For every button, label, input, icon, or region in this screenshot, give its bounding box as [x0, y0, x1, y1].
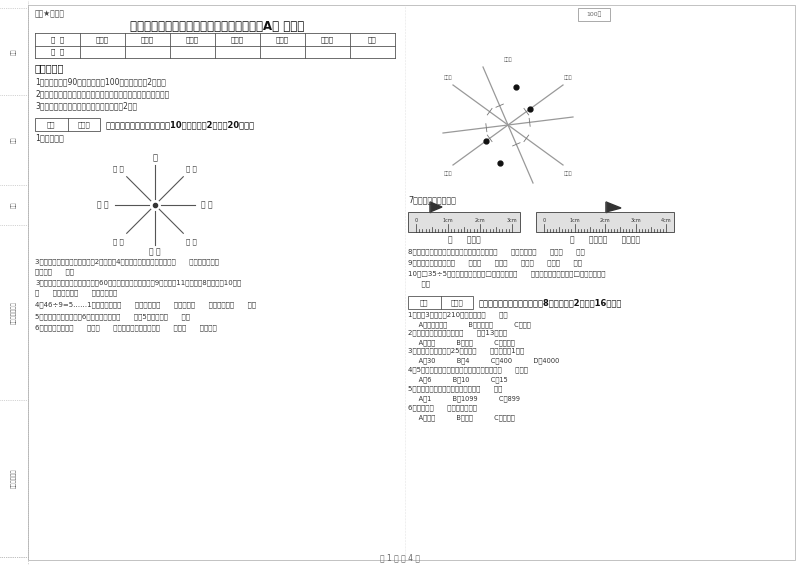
Text: （ ）: （ ）: [186, 166, 197, 172]
Text: 3．体育老师对第一小组同学进行60米跑测试，成绩如下小红9秒，小强11秒，小明8秒，小军10秒。: 3．体育老师对第一小组同学进行60米跑测试，成绩如下小红9秒，小强11秒，小明8…: [35, 280, 242, 286]
Text: 1cm: 1cm: [442, 219, 454, 224]
Text: 北: 北: [153, 154, 158, 163]
Text: 8、在进位加法中，不管哪一位上的数相加满（      ），都要向（      ）进（      ）。: 8、在进位加法中，不管哪一位上的数相加满（ ），都要向（ ）进（ ）。: [408, 249, 585, 255]
Text: 得分: 得分: [420, 299, 429, 306]
Text: 小朋友: 小朋友: [564, 171, 572, 176]
Text: 5．最小三位数和最大三位数的和是（      ）。: 5．最小三位数和最大三位数的和是（ ）。: [408, 386, 502, 392]
Text: 总数的（      ）。: 总数的（ ）。: [35, 269, 74, 275]
Text: A．30          B．4          C．400          D．4000: A．30 B．4 C．400 D．4000: [408, 358, 559, 364]
Text: 0: 0: [414, 219, 418, 224]
Text: 4．5名同学打乒乓球，每两人打一场，共要打（      ）场。: 4．5名同学打乒乓球，每两人打一场，共要打（ ）场。: [408, 367, 528, 373]
Text: 3cm: 3cm: [506, 219, 518, 224]
Text: 评卷人: 评卷人: [450, 299, 463, 306]
Bar: [578, 8, 610, 21]
Text: 应用题: 应用题: [321, 36, 334, 42]
Text: （ ）: （ ）: [114, 166, 124, 172]
Text: A．乘公共汽车          B．骑自行车          C．步行: A．乘公共汽车 B．骑自行车 C．步行: [408, 321, 530, 328]
Text: 得  分: 得 分: [51, 49, 64, 55]
Text: 2．请首先按要求在试卷的指定位置填写您的姓名、班级、学号。: 2．请首先按要求在试卷的指定位置填写您的姓名、班级、学号。: [35, 89, 170, 98]
Text: 0: 0: [542, 219, 546, 224]
Polygon shape: [430, 202, 442, 212]
Text: 1．考试时间：90分钟，满分为100分（含卷面分2分）。: 1．考试时间：90分钟，满分为100分（含卷面分2分）。: [35, 77, 166, 86]
Text: 计算题: 计算题: [231, 36, 244, 42]
Bar: [35, 118, 100, 131]
Text: 学校（盖章）: 学校（盖章）: [11, 469, 17, 488]
Text: （ ）: （ ）: [201, 201, 213, 210]
Bar: [536, 212, 674, 232]
Text: 4cm: 4cm: [661, 219, 671, 224]
Text: 2cm: 2cm: [474, 219, 486, 224]
Text: 西南师大版三年级数学下学期自我检测试题A卷 附解析: 西南师大版三年级数学下学期自我检测试题A卷 附解析: [130, 20, 305, 33]
Text: （ ）: （ ）: [97, 201, 109, 210]
Text: 小朋友: 小朋友: [444, 75, 452, 80]
Text: 5．把一根绳子平均分成6份，每份是它的（      ），5份是它的（      ）。: 5．把一根绳子平均分成6份，每份是它的（ ），5份是它的（ ）。: [35, 314, 190, 320]
Text: 1、填一填。: 1、填一填。: [35, 133, 64, 142]
Polygon shape: [606, 202, 621, 212]
Text: 小朋友: 小朋友: [564, 75, 572, 80]
Text: 1cm: 1cm: [569, 219, 580, 224]
Text: （      ）跑得最快（      ）跑得最慢。: （ ）跑得最快（ ）跑得最慢。: [35, 290, 118, 296]
Text: （      ）厘米（      ）毫米。: （ ）厘米（ ）毫米。: [570, 236, 640, 245]
Text: 3．不要在试卷上乱写乱画，卷面不整洁扣2分。: 3．不要在试卷上乱写乱画，卷面不整洁扣2分。: [35, 102, 137, 111]
Text: 10、□35÷5，要使商是两位数，□里最大可填（      ）；要使商是三位数，□里最小应填（: 10、□35÷5，要使商是两位数，□里最大可填（ ）；要使商是三位数，□里最小应…: [408, 271, 606, 277]
Text: 填空题: 填空题: [96, 36, 109, 42]
Text: A．一定          B．可能          C．不可能: A．一定 B．可能 C．不可能: [408, 340, 514, 346]
Text: （ ）: （ ）: [149, 247, 161, 257]
Text: 装订线（勿动）: 装订线（勿动）: [11, 301, 17, 324]
Text: ）。: ）。: [408, 281, 430, 288]
Text: 学号: 学号: [11, 48, 17, 55]
Text: 判断题: 判断题: [186, 36, 199, 42]
Text: 1．爸爸3小时行了210千米，他是（      ）。: 1．爸爸3小时行了210千米，他是（ ）。: [408, 312, 508, 318]
Text: 6．小红家在学校（      ）方（      ）米处；小明家在学校（      ）方（      ）米处。: 6．小红家在学校（ ）方（ ）米处；小明家在学校（ ）方（ ）米处。: [35, 325, 217, 331]
Text: 2．按农历计算，有的年份（      ）有13个月。: 2．按农历计算，有的年份（ ）有13个月。: [408, 330, 507, 336]
Text: 题型★自用题: 题型★自用题: [35, 10, 65, 19]
Text: （      ）毫米: （ ）毫米: [448, 236, 480, 245]
Text: 综合题: 综合题: [276, 36, 289, 42]
Text: 二、反复比较，慎重选择（共8小题，每题2分，共16分）。: 二、反复比较，慎重选择（共8小题，每题2分，共16分）。: [479, 298, 622, 307]
Text: A．1          B．1099          C．899: A．1 B．1099 C．899: [408, 396, 520, 402]
Text: 班级: 班级: [11, 137, 17, 144]
Bar: [408, 212, 520, 232]
Text: 一、用心思考，正确填空（共10小题，每题2分，共20分）。: 一、用心思考，正确填空（共10小题，每题2分，共20分）。: [106, 120, 255, 129]
Text: 姓名: 姓名: [11, 202, 17, 208]
Text: 小朋友: 小朋友: [504, 58, 512, 63]
Text: 4．46÷9=5……1中，被除数是（      ），除数是（      ），商是（      ），余数是（      ）。: 4．46÷9=5……1中，被除数是（ ），除数是（ ），商是（ ），余数是（ ）…: [35, 302, 256, 308]
Text: 题  号: 题 号: [51, 36, 64, 42]
Text: 得分: 得分: [47, 121, 55, 128]
Text: 9、常用的长度单位有（      ）、（      ）、（      ）、（      ）、（      ）。: 9、常用的长度单位有（ ）、（ ）、（ ）、（ ）、（ ）。: [408, 260, 582, 266]
Text: 7、量出钉子的长度。: 7、量出钉子的长度。: [408, 195, 456, 205]
Text: 3．平均每个同学体重25千克，（      ）名同学重1吨。: 3．平均每个同学体重25千克，（ ）名同学重1吨。: [408, 347, 524, 354]
Text: 3cm: 3cm: [630, 219, 641, 224]
Text: 6．四边形（      ）平行四边形。: 6．四边形（ ）平行四边形。: [408, 405, 477, 411]
Text: A．6          B．10          C．15: A．6 B．10 C．15: [408, 377, 508, 383]
Text: A．一定          B．可能          C．不可能: A．一定 B．可能 C．不可能: [408, 415, 514, 421]
Text: 第 1 页 共 4 页: 第 1 页 共 4 页: [380, 554, 420, 563]
Text: （ ）: （ ）: [114, 238, 124, 245]
Text: 总分: 总分: [368, 36, 377, 42]
Bar: [408, 296, 473, 309]
Text: 100分: 100分: [586, 12, 602, 18]
Text: 考试须知：: 考试须知：: [35, 63, 64, 73]
Text: 3．劳动课上做纸花，红红做了2朵纸花，4朵蓝花，红花占纸花总数的（      ），蓝花占纸花: 3．劳动课上做纸花，红红做了2朵纸花，4朵蓝花，红花占纸花总数的（ ），蓝花占纸…: [35, 259, 219, 266]
Text: 2cm: 2cm: [600, 219, 610, 224]
Text: （ ）: （ ）: [186, 238, 197, 245]
Text: 评卷人: 评卷人: [78, 121, 90, 128]
Text: 选择题: 选择题: [141, 36, 154, 42]
Text: 小朋友: 小朋友: [444, 171, 452, 176]
